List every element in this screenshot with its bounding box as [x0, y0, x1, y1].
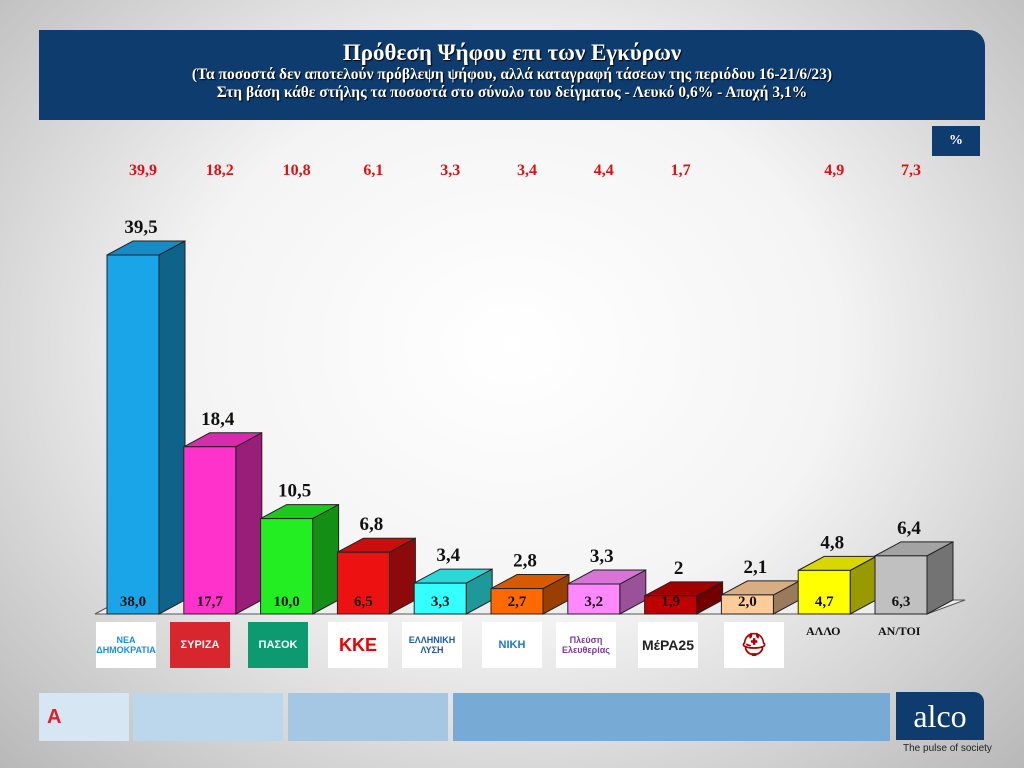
- top-row-label: 18,2: [206, 162, 234, 179]
- top-row-label: 7,3: [901, 162, 921, 179]
- bar-inner-label: 1,9: [661, 594, 680, 610]
- bar-value-label: 3,3: [590, 546, 614, 567]
- footer-block-1: [133, 693, 283, 741]
- bar: [490, 588, 544, 615]
- pasok-logo: ΠΑΣΟΚ: [248, 622, 308, 668]
- bar-side: [158, 240, 186, 615]
- mera-logo-text: ΜέΡΑ25: [642, 637, 694, 653]
- bar-inner-label: 3,3: [431, 594, 450, 610]
- bar-value-label: 6,4: [897, 518, 921, 539]
- bar-value-label: 4,8: [820, 532, 844, 553]
- bar-side: [312, 503, 340, 615]
- top-row-label: 39,9: [129, 162, 157, 179]
- bar: [567, 583, 621, 615]
- el-logo-text: ΕΛΛΗΝΙΚΗ ΛΥΣΗ: [408, 635, 456, 655]
- bar-inner-label: 2,7: [508, 594, 527, 610]
- bar: [183, 446, 237, 615]
- bar-value-label: 10,5: [278, 481, 311, 502]
- bar-value-label: 3,4: [436, 545, 460, 566]
- kke-logo-text: ΚΚΕ: [338, 634, 377, 655]
- top-row-label: 6,1: [363, 162, 383, 179]
- kke-logo: ΚΚΕ: [328, 622, 388, 668]
- alco-logo: alco: [896, 692, 984, 740]
- bar-inner-label: 38,0: [120, 594, 146, 610]
- chart-note: Στη βάση κάθε στήλης τα ποσοστά στο σύνο…: [216, 84, 808, 101]
- bar-value-label: 18,4: [201, 409, 235, 430]
- top-row-label: 10,8: [283, 162, 311, 179]
- footer-block-3: [453, 693, 890, 741]
- syriza-logo: ΣΥΡΙΖΑ: [170, 622, 230, 668]
- bar-value-label: 2: [674, 558, 684, 579]
- chart-header: Πρόθεση Ψήφου επι των Εγκύρων (Τα ποσοστ…: [39, 30, 985, 120]
- syriza-logo-text: ΣΥΡΙΖΑ: [180, 639, 220, 651]
- percent-badge: %: [932, 126, 980, 156]
- bar: [106, 254, 160, 615]
- alco-tagline: The pulse of society: [903, 743, 992, 754]
- footer-block-2: [288, 693, 448, 741]
- bar-inner-label: 6,5: [354, 594, 373, 610]
- bar: [336, 551, 390, 615]
- bar-side: [235, 431, 263, 615]
- elliniki-lysi-logo: ΕΛΛΗΝΙΚΗ ΛΥΣΗ: [402, 622, 462, 668]
- bar-value-label: 2,8: [513, 551, 537, 572]
- pasok-logo-text: ΠΑΣΟΚ: [258, 639, 298, 651]
- bar: [874, 555, 928, 615]
- bar: [797, 569, 851, 615]
- niki-logo: ΝΙΚΗ: [482, 622, 542, 668]
- top-row-label: 4,4: [594, 162, 614, 179]
- bar-inner-label: 17,7: [197, 594, 224, 610]
- pe-logo-text: Πλεύση Ελευθερίας: [562, 635, 610, 655]
- bar: [413, 582, 467, 615]
- bar-value-label: 6,8: [360, 514, 384, 535]
- top-row-label: 3,4: [517, 162, 537, 179]
- mera25-logo: ΜέΡΑ25: [638, 622, 698, 668]
- allo-label: ΑΛΛΟ: [806, 624, 841, 638]
- antoi-label: ΑΝ/ΤΟΙ: [878, 624, 921, 638]
- chart-subtitle: (Τα ποσοστά δεν αποτελούν πρόβλεψη ψήφου…: [191, 66, 833, 83]
- plefsi-logo: Πλεύση Ελευθερίας: [556, 622, 616, 668]
- chart-title: Πρόθεση Ψήφου επι των Εγκύρων: [342, 40, 682, 65]
- bar: [720, 594, 774, 615]
- bar: [260, 518, 314, 615]
- top-row-label: 3,3: [440, 162, 460, 179]
- bar-inner-label: 4,7: [815, 594, 834, 610]
- bar-inner-label: 6,3: [892, 594, 911, 610]
- bar-value-label: 39,5: [124, 217, 157, 238]
- nd-logo: ΝΕΑ ΔΗΜΟΚΡΑΤΙΑ: [96, 622, 156, 668]
- bar-inner-label: 10,0: [273, 594, 299, 610]
- bar-inner-label: 3,2: [584, 594, 603, 610]
- alpha-news-logo: A: [39, 693, 129, 741]
- top-row-label: 4,9: [824, 162, 844, 179]
- bar-inner-label: 2,0: [738, 594, 757, 610]
- bar: [644, 595, 698, 615]
- niki-logo-text: ΝΙΚΗ: [498, 639, 526, 651]
- bar-value-label: 2,1: [744, 557, 768, 578]
- spartiates-helmet-logo: ⛑: [724, 622, 784, 668]
- nd-logo-text: ΝΕΑ ΔΗΜΟΚΡΑΤΙΑ: [96, 635, 156, 655]
- top-row-label: 1,7: [671, 162, 691, 179]
